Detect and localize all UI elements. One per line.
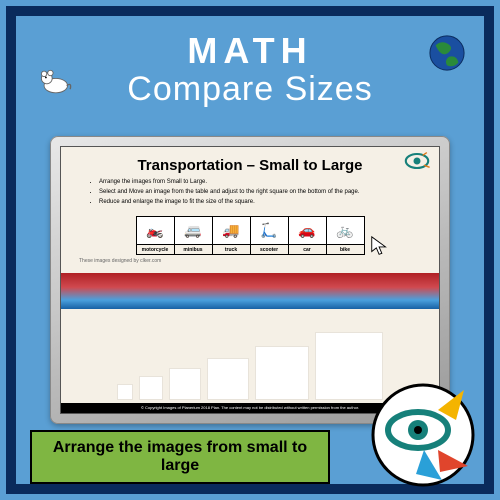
target-square[interactable] (208, 359, 248, 399)
item-cell[interactable]: 🏍️ (136, 217, 174, 245)
item-label: minibus (174, 245, 212, 255)
monitor-screen: Transportation – Small to Large Arrange … (60, 146, 440, 414)
brand-logo-icon (368, 380, 478, 490)
target-square[interactable] (256, 347, 308, 399)
item-label: car (288, 245, 326, 255)
items-table: 🏍️ 🚐 🚚 🛴 🚗 🚲 motorcycle minibus truck sc… (136, 216, 365, 255)
mouse-icon (36, 68, 72, 96)
item-cell[interactable]: 🚗 (288, 217, 326, 245)
item-label: truck (212, 245, 250, 255)
item-cell[interactable]: 🛴 (250, 217, 288, 245)
slide-title: Transportation – Small to Large (61, 147, 439, 178)
target-square[interactable] (140, 377, 162, 399)
item-label: scooter (250, 245, 288, 255)
target-square[interactable] (170, 369, 200, 399)
cursor-icon (369, 235, 391, 257)
item-cell[interactable]: 🚐 (174, 217, 212, 245)
items-label-row: motorcycle minibus truck scooter car bik… (136, 245, 364, 255)
item-cell[interactable]: 🚚 (212, 217, 250, 245)
footer-banner: Arrange the images from small to large (30, 430, 330, 484)
earth-icon (428, 34, 466, 72)
instructions-list: Arrange the images from Small to Large. … (61, 178, 439, 214)
title-line2: Compare Sizes (16, 70, 484, 109)
gradient-strip (61, 273, 439, 309)
footer-text: Arrange the images from small to large (40, 439, 320, 476)
item-label: motorcycle (136, 245, 174, 255)
item-cell[interactable]: 🚲 (326, 217, 364, 245)
target-square[interactable] (118, 385, 132, 399)
item-label: bike (326, 245, 364, 255)
title-line1: MATH (16, 30, 484, 72)
items-icon-row: 🏍️ 🚐 🚚 🛴 🚗 🚲 (136, 217, 364, 245)
eye-logo-small-icon (403, 151, 431, 171)
outer-frame: MATH Compare Sizes Trans (6, 6, 494, 494)
header: MATH Compare Sizes (16, 16, 484, 119)
instruction-item: Reduce and enlarge the image to fit the … (99, 198, 411, 207)
instruction-item: Arrange the images from Small to Large. (99, 178, 411, 187)
instruction-item: Select and Move an image from the table … (99, 188, 411, 197)
